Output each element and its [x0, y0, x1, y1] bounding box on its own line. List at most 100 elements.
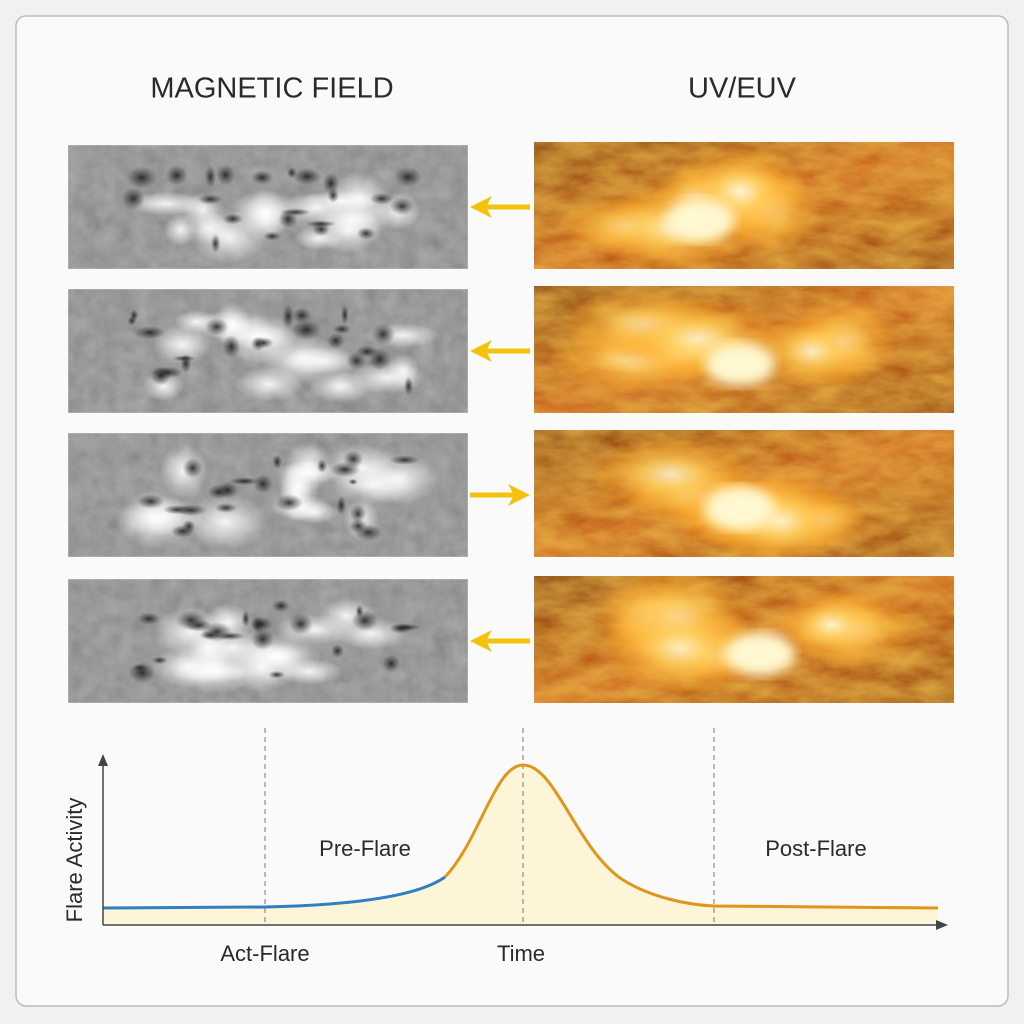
flare-core [665, 198, 735, 242]
curve-fill [103, 765, 938, 925]
phase-label: Pre-Flare [319, 836, 411, 861]
bright-region [334, 617, 408, 650]
dark-spot [175, 610, 207, 631]
curve-pre [102, 875, 446, 910]
glow [603, 602, 757, 695]
dark-spot [121, 187, 145, 211]
axis-arrow [98, 754, 108, 766]
dark-spot [126, 166, 158, 189]
euv-image [534, 142, 954, 269]
dark-spot [263, 231, 282, 241]
euv-image [534, 430, 954, 557]
dark-spot [327, 187, 339, 203]
dark-spot [403, 376, 414, 396]
dark-spot [392, 623, 421, 631]
dark-spot [241, 610, 251, 628]
dark-spot [252, 474, 274, 494]
magnetogram [68, 433, 468, 557]
magnetogram [68, 579, 468, 703]
dark-spot [331, 644, 344, 658]
dark-spot [132, 664, 149, 672]
dark-spot [291, 319, 322, 340]
euv-image [534, 286, 954, 413]
dark-spot [326, 332, 346, 350]
dark-spot [268, 670, 286, 679]
panels [68, 142, 954, 703]
dark-spot [254, 337, 274, 349]
timeline: Flare Activity Time Pre-Flare Post-Flare… [62, 728, 948, 966]
dark-spot [137, 494, 165, 509]
dark-spot [275, 494, 304, 512]
y-label: Flare Activity [62, 798, 87, 923]
dark-spot [228, 477, 261, 486]
dark-spot [150, 366, 172, 386]
flare-core [705, 486, 775, 530]
dark-spot [288, 613, 313, 635]
bright-region [279, 465, 312, 523]
dark-spot [281, 304, 295, 329]
bright-region [169, 641, 259, 695]
dark-spot [175, 504, 207, 517]
dark-spot [393, 167, 423, 188]
dark-spot [250, 170, 273, 185]
dark-spot [389, 197, 415, 216]
dark-spot [134, 325, 166, 340]
dark-spot [165, 165, 188, 186]
curve-flare [443, 763, 939, 910]
dark-spot [204, 165, 217, 188]
flare-core [705, 342, 775, 386]
magnetogram [68, 145, 468, 269]
dark-spot [369, 192, 394, 205]
dark-spot [382, 654, 401, 673]
dark-spot [199, 630, 221, 640]
dark-spot [210, 233, 221, 254]
dark-spot [137, 612, 161, 625]
arrow-head [470, 630, 492, 652]
dark-spot [207, 484, 230, 500]
dark-spot [129, 309, 139, 322]
arrow-head [470, 196, 492, 218]
magnetogram [68, 289, 468, 413]
dark-spot [343, 450, 364, 469]
dark-spot [216, 164, 236, 186]
dark-spot [356, 227, 375, 240]
dark-spot [316, 458, 328, 473]
phase-label: Act-Flare [220, 941, 309, 966]
dark-spot [332, 324, 351, 335]
bright-region [152, 324, 213, 365]
bright-region [234, 366, 304, 403]
header: MAGNETIC FIELD [150, 73, 393, 105]
dark-spot [182, 457, 203, 479]
bright-region [274, 658, 344, 685]
dark-spot [355, 345, 379, 358]
dark-spot [204, 317, 229, 336]
flare-core [725, 632, 795, 676]
dark-spot [272, 454, 283, 470]
dark-spot [336, 495, 347, 515]
dark-spot [312, 222, 330, 236]
dark-spot [348, 478, 358, 485]
dark-spot [170, 525, 195, 538]
euv-image [534, 576, 954, 703]
header: UV/EUV [688, 73, 797, 105]
dark-spot [251, 628, 275, 651]
dark-spot [172, 355, 196, 362]
dark-spot [340, 304, 349, 325]
dark-spot [349, 503, 367, 524]
glow [775, 590, 887, 659]
dark-spot [222, 335, 241, 358]
dark-spot [349, 518, 368, 534]
dark-spot [222, 213, 244, 225]
dark-spot [151, 656, 168, 665]
dark-spot [355, 604, 364, 619]
dark-spot [197, 194, 223, 205]
phase-label: Post-Flare [765, 836, 866, 861]
dark-spot [389, 455, 420, 465]
bright-region [308, 370, 373, 403]
dark-spot [214, 502, 238, 513]
dark-spot [291, 307, 312, 324]
dark-spot [292, 167, 322, 185]
dark-spot [370, 323, 396, 346]
arrow-head [508, 484, 530, 506]
